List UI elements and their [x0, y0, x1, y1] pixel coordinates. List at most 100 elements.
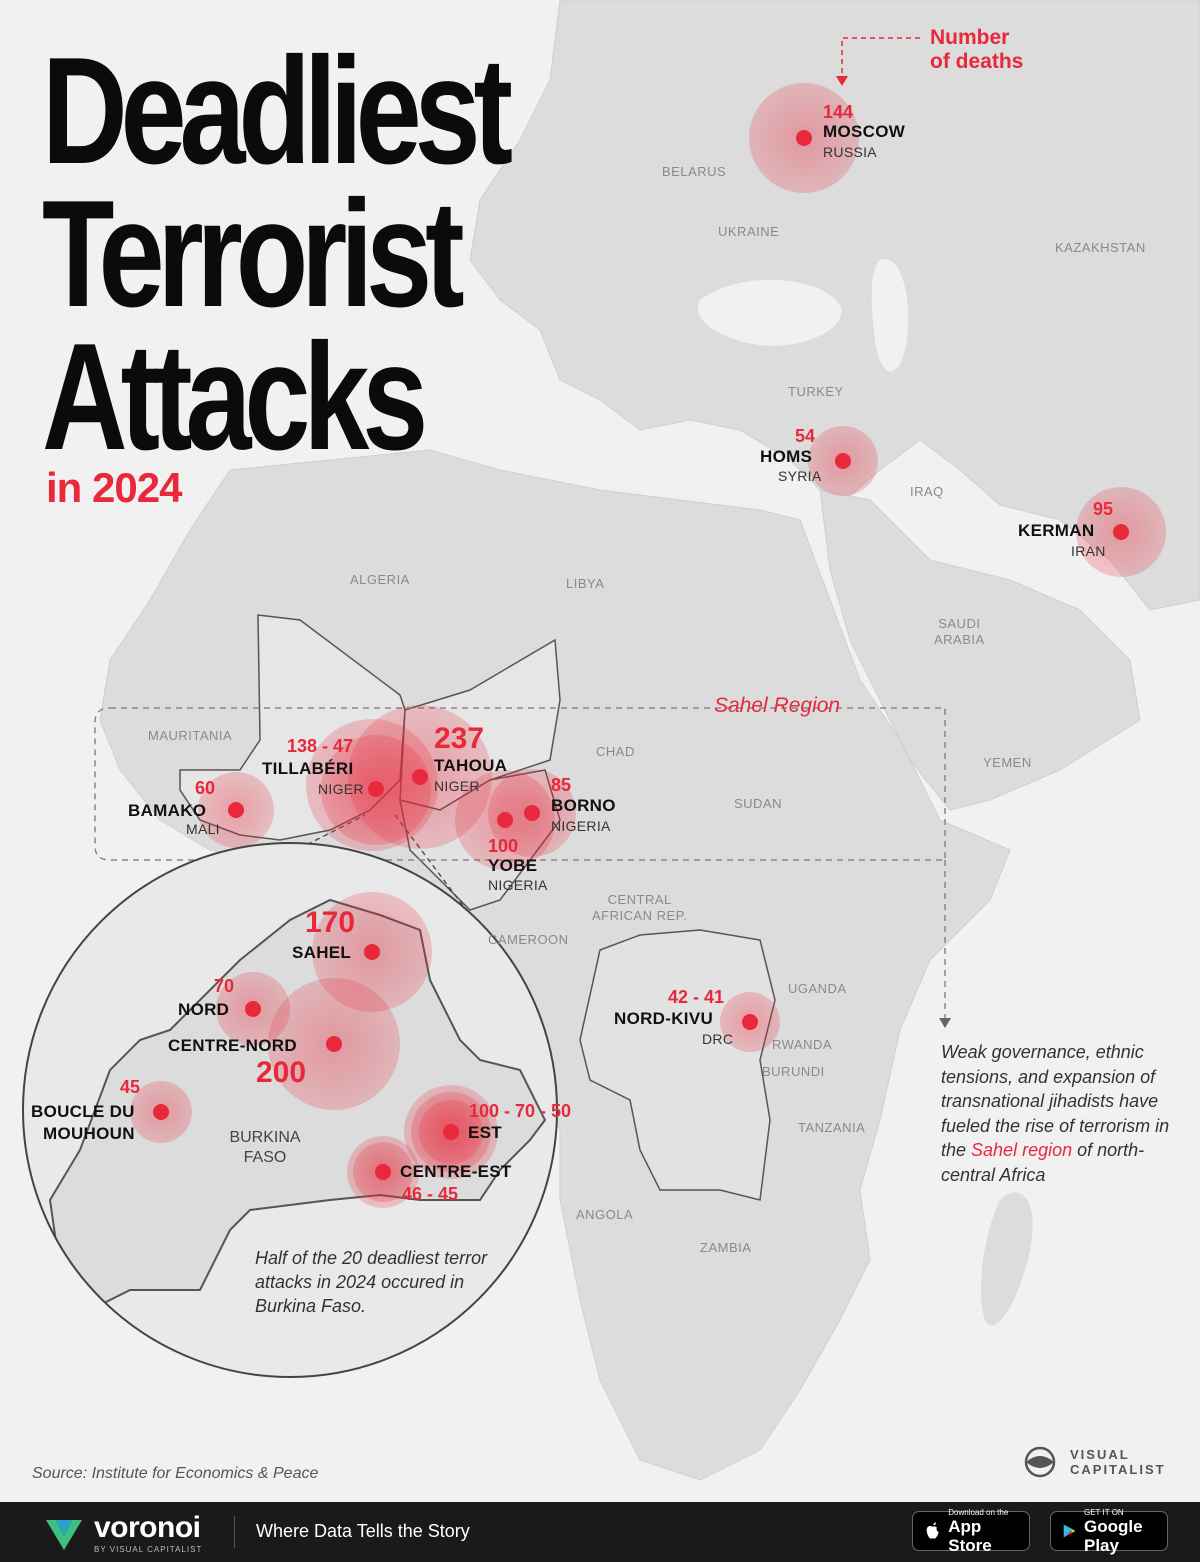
saudi-line-1: SAUDI	[938, 616, 981, 631]
country-label-saudi-arabia: SAUDI ARABIA	[934, 616, 985, 648]
title-line-1: Deadliest	[42, 26, 513, 196]
bf-line-1: BURKINA	[229, 1129, 301, 1146]
map	[22, 0, 1200, 1481]
city-tillaberi: TILLABÉRI	[262, 759, 354, 778]
deaths-est: 100 - 70 - 50	[469, 1101, 572, 1121]
country-label-cameroon: CAMEROON	[488, 932, 569, 947]
city-tahoua: TAHOUA	[434, 756, 508, 775]
deaths-centre-nord: 200	[256, 1056, 307, 1089]
city-sahel: SAHEL	[292, 943, 352, 962]
inset-bubble-boucle	[130, 1081, 192, 1143]
footer-separator	[234, 1516, 235, 1548]
burkina-faso-label: BURKINA FASO	[215, 1128, 315, 1168]
city-nord-kivu: NORD-KIVU	[614, 1009, 714, 1028]
bubble-bamako	[198, 772, 274, 848]
sahel-region-box	[94, 707, 946, 861]
country-label-uganda: UGANDA	[788, 981, 847, 996]
country-label-iraq: IRAQ	[910, 484, 944, 499]
city-est: EST	[468, 1123, 502, 1142]
land-arabia	[819, 489, 1141, 811]
deaths-boucle: 45	[120, 1077, 141, 1097]
country-tahoua: NIGER	[434, 778, 480, 794]
footer-bar: voronoi BY VISUAL CAPITALIST Where Data …	[0, 1502, 1200, 1562]
inset-burkina-faso	[22, 842, 558, 1378]
deaths-nord: 70	[214, 976, 235, 996]
deaths-bamako: 60	[195, 778, 216, 798]
country-label-chad: CHAD	[596, 744, 635, 759]
deaths-sahel: 170	[305, 906, 356, 939]
country-label-burundi: BURUNDI	[762, 1064, 825, 1079]
country-label-tanzania: TANZANIA	[798, 1120, 866, 1135]
burkina-outline	[48, 898, 547, 1312]
bubble-nord-kivu	[720, 992, 780, 1052]
legend-label: Number of deaths	[930, 26, 1090, 74]
saudi-line-2: ARABIA	[934, 632, 985, 647]
deaths-yobe: 100	[488, 836, 519, 856]
page-title: Deadliest Terrorist Attacks	[42, 26, 513, 473]
deaths-tillaberi: 138 - 47	[287, 736, 354, 756]
country-homs: SYRIA	[778, 468, 822, 484]
page-subtitle: in 2024	[46, 464, 182, 511]
google-play-small: GET IT ON	[1084, 1507, 1124, 1517]
deaths-homs: 54	[795, 426, 816, 446]
country-label-turkey: TURKEY	[788, 384, 844, 399]
country-label-ukraine: UKRAINE	[718, 224, 780, 239]
city-bamako: BAMAKO	[128, 801, 207, 820]
bubble-moscow	[749, 83, 859, 193]
sahel-region-label: Sahel Region	[714, 694, 841, 717]
country-tillaberi: NIGER	[318, 781, 364, 797]
annotation-note: Weak governance, ethnic tensions, and ex…	[941, 1040, 1191, 1187]
country-label-sudan: SUDAN	[734, 796, 783, 811]
deaths-nord-kivu: 42 - 41	[668, 987, 725, 1007]
city-nord: NORD	[178, 1000, 230, 1019]
google-play-button[interactable]: GET IT ON Google Play	[1050, 1507, 1168, 1555]
city-centre-nord: CENTRE-NORD	[168, 1036, 297, 1055]
country-label-car: CENTRAL AFRICAN REP.	[592, 892, 687, 924]
voronoi-brand[interactable]: voronoi BY VISUAL CAPITALIST	[44, 1513, 202, 1554]
country-label-libya: LIBYA	[566, 576, 605, 591]
bubble-borno	[488, 769, 576, 857]
app-store-small: Download on the	[948, 1507, 1009, 1517]
annotation-part-2: of north-central Africa	[941, 1140, 1145, 1185]
legend-line-2: of deaths	[930, 50, 1024, 73]
car-line-2: AFRICAN REP.	[592, 908, 688, 923]
bubble-kerman	[1076, 487, 1166, 577]
inset-bubble-est	[404, 1085, 498, 1179]
city-borno: BORNO	[551, 796, 616, 815]
boucle-line-1: BOUCLE DU	[31, 1102, 135, 1121]
deaths-tahoua: 237	[434, 722, 485, 755]
deaths-kerman: 95	[1093, 499, 1114, 519]
inset-bubble-centre-est	[347, 1136, 419, 1208]
inset-note: Half of the 20 deadliest terror attacks …	[255, 1248, 488, 1316]
brand-byline: BY VISUAL CAPITALIST	[94, 1545, 203, 1554]
drc-outline	[579, 929, 776, 1201]
vc-line-1: VISUAL	[1070, 1447, 1130, 1462]
country-bamako: MALI	[186, 821, 220, 837]
city-yobe: YOBE	[488, 856, 538, 875]
bf-line-2: FASO	[243, 1149, 287, 1166]
city-centre-est: CENTRE-EST	[400, 1162, 512, 1181]
country-borno: NIGERIA	[551, 818, 611, 834]
apple-icon	[926, 1522, 939, 1539]
voronoi-logo-icon	[46, 1519, 82, 1550]
brand-name: voronoi	[94, 1511, 201, 1544]
city-boucle: BOUCLE DU MOUHOUN	[31, 1101, 135, 1145]
vc-globe-icon	[1024, 1446, 1056, 1478]
app-store-button[interactable]: Download on the App Store	[912, 1507, 1030, 1555]
inset-bubble-centre-nord	[268, 978, 400, 1110]
legend-line-1: Number	[930, 26, 1010, 49]
vc-line-2: CAPITALIST	[1070, 1462, 1166, 1477]
country-label-zambia: ZAMBIA	[700, 1240, 752, 1255]
annotation-highlight: Sahel region	[971, 1140, 1073, 1160]
title-line-2: Terrorist	[42, 169, 465, 339]
app-store-large: App Store	[948, 1516, 992, 1555]
country-nord-kivu: DRC	[702, 1031, 734, 1047]
caspian-sea	[871, 258, 909, 372]
google-play-icon	[1063, 1524, 1076, 1538]
deaths-centre-est: 46 - 45	[402, 1184, 459, 1204]
land-madagascar	[980, 1192, 1033, 1326]
footer-tagline: Where Data Tells the Story	[256, 1521, 470, 1541]
boucle-line-2: MOUHOUN	[43, 1124, 135, 1143]
city-kerman: KERMAN	[1018, 521, 1095, 540]
